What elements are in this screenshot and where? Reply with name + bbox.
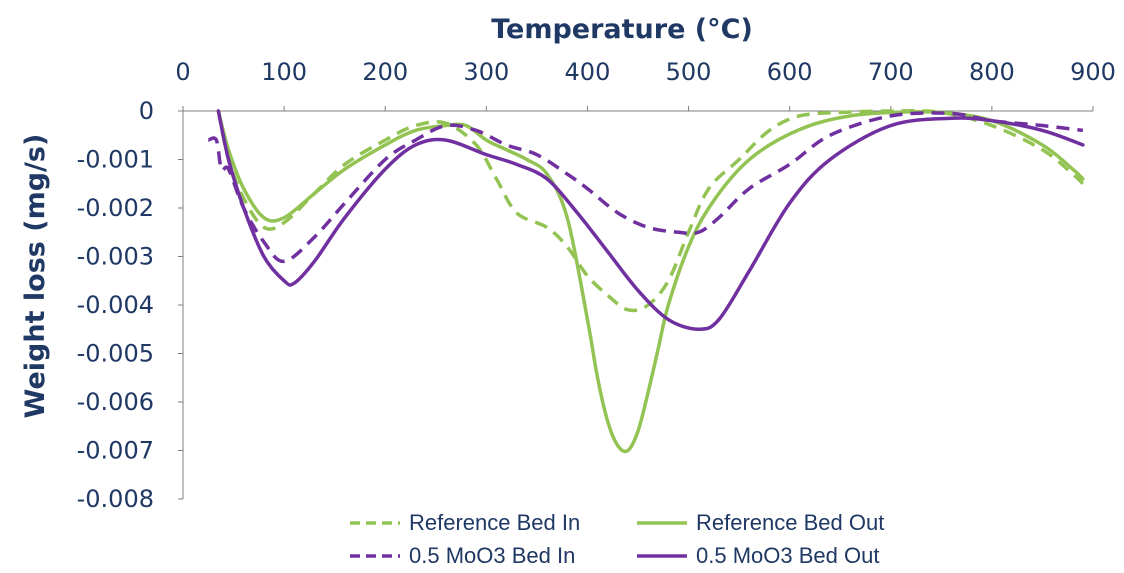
x-tick-label: 100: [261, 58, 307, 86]
y-tick-label: -0.005: [77, 340, 154, 368]
series-lines: [207, 109, 1085, 454]
legend-label: Reference Bed In: [409, 510, 580, 535]
x-tick-label: 0: [175, 58, 190, 86]
x-tick-label: 200: [362, 58, 408, 86]
x-tick-label: 800: [969, 58, 1015, 86]
x-tick-label: 300: [463, 58, 509, 86]
x-tick-label: 400: [565, 58, 611, 86]
legend-label: 0.5 MoO3 Bed Out: [696, 543, 879, 568]
y-tick-label: 0: [139, 97, 154, 125]
legend-item-reference-bed-out: Reference Bed Out: [637, 510, 884, 535]
y-tick-label: -0.002: [77, 194, 154, 222]
legend-label: Reference Bed Out: [696, 510, 884, 535]
x-tick-label: 700: [868, 58, 914, 86]
legend-item-0-5-moo3-bed-out: 0.5 MoO3 Bed Out: [637, 543, 879, 568]
legend-item-reference-bed-in: Reference Bed In: [350, 510, 580, 535]
y-tick-label: -0.008: [77, 485, 154, 513]
series-line-0-5-moo3-bed-out: [216, 109, 1085, 331]
series-line-0-5-moo3-bed-in: [207, 111, 1084, 264]
y-axis-title: Weight loss (mg/s): [20, 134, 51, 419]
x-tick-label: 900: [1070, 58, 1116, 86]
y-tick-labels: 0 -0.001 -0.002 -0.003 -0.004 -0.005 -0.006 -0.…: [77, 97, 183, 513]
legend-item-0-5-moo3-bed-in: 0.5 MoO3 Bed In: [350, 543, 575, 568]
legend-label: 0.5 MoO3 Bed In: [409, 543, 575, 568]
y-tick-label: -0.004: [77, 291, 154, 319]
x-tick-labels: 0 100 200 300 400 500 600 700 800 900: [175, 58, 1116, 111]
legend: Reference Bed In Reference Bed Out 0.5 MoO…: [350, 510, 884, 568]
y-tick-label: -0.007: [77, 437, 154, 465]
y-tick-label: -0.001: [77, 146, 154, 174]
series-line-reference-bed-out: [216, 109, 1085, 454]
x-tick-label: 500: [666, 58, 712, 86]
y-tick-label: -0.006: [77, 388, 154, 416]
x-tick-label: 600: [767, 58, 813, 86]
x-axis-title: Temperature (°C): [491, 14, 753, 45]
y-tick-label: -0.003: [77, 243, 154, 271]
